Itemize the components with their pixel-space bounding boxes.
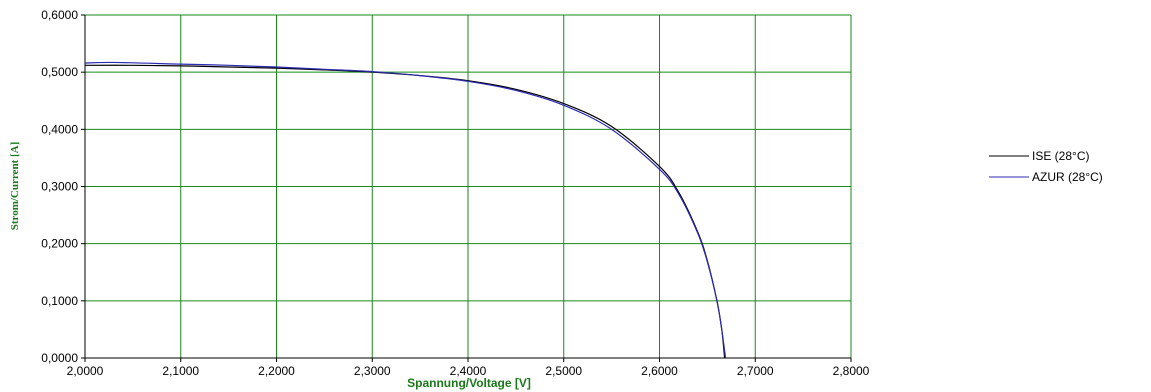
y-tick-label: 0,1000 xyxy=(41,294,78,308)
x-tick-label: 2,4000 xyxy=(450,364,487,378)
y-tick-label: 0,3000 xyxy=(41,180,78,194)
series-line-azur xyxy=(84,61,727,359)
y-tick-label: 0,5000 xyxy=(41,65,78,79)
x-axis-label: Spannung/Voltage [V] xyxy=(407,376,531,390)
x-tick-label: 2,0000 xyxy=(67,364,104,378)
legend: ISE (28°C) AZUR (28°C) xyxy=(989,149,1103,184)
x-tick-label: 2,5000 xyxy=(545,364,582,378)
legend-label-ise: ISE (28°C) xyxy=(1032,149,1089,163)
tick-labels: 2,0000 2,1000 2,2000 2,3000 2,4000 2,5000 2,60… xyxy=(41,8,869,378)
x-tick-label: 2,2000 xyxy=(258,364,295,378)
axis-layer xyxy=(81,14,852,362)
y-tick-label: 0,2000 xyxy=(41,237,78,251)
y-tick-label: 0,0000 xyxy=(41,351,78,365)
series-layer xyxy=(84,61,727,359)
y-axis-label: Strom/Current [A] xyxy=(9,142,21,231)
x-tick-label: 2,6000 xyxy=(641,364,678,378)
x-tick-label: 2,1000 xyxy=(162,364,199,378)
x-tick-label: 2,8000 xyxy=(833,364,870,378)
y-tick-label: 0,6000 xyxy=(41,8,78,22)
legend-label-azur: AZUR (28°C) xyxy=(1032,170,1103,184)
x-tick-label: 2,7000 xyxy=(737,364,774,378)
x-tick-label: 2,3000 xyxy=(354,364,391,378)
y-tick-label: 0,4000 xyxy=(41,122,78,136)
